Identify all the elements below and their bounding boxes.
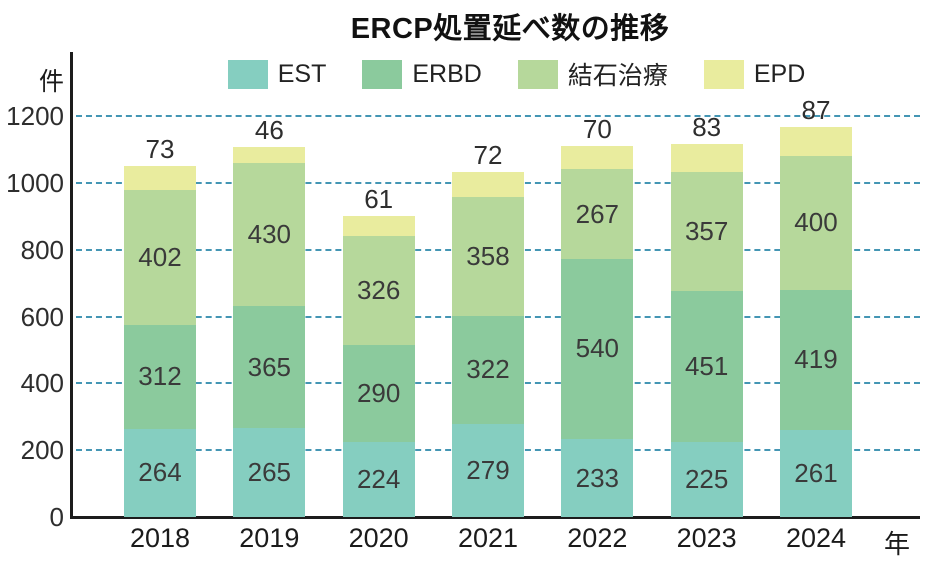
legend-label: 結石治療 xyxy=(567,62,668,90)
bar-top-label-EPD-2024: 87 xyxy=(801,95,831,126)
bar-segment-EST-2019: 265 xyxy=(233,428,306,517)
x-tick-label-2021: 2021 xyxy=(457,523,519,553)
y-tick-label: 400 xyxy=(20,368,64,399)
y-tick-label: 1000 xyxy=(6,167,64,198)
x-tick-label-2018: 2018 xyxy=(129,523,191,553)
bar-top-label-EPD-2021: 72 xyxy=(473,140,503,171)
legend-label: EST xyxy=(277,59,327,88)
bar-segment-EPD-2024 xyxy=(779,127,852,157)
legend-label: EPD xyxy=(753,59,806,88)
bar-segment-EPD-2018 xyxy=(124,165,196,191)
bar-segment-EST-2024: 261 xyxy=(779,429,852,517)
bar-top-label-EPD-2020: 61 xyxy=(364,183,394,214)
legend-item-1: ERBD xyxy=(362,59,482,89)
legend-swatch-icon xyxy=(703,59,744,89)
bar-segment-結石治療-2018: 402 xyxy=(124,190,196,325)
bar-segment-ERBD-2020: 290 xyxy=(342,345,415,443)
legend-item-3: EPD xyxy=(703,59,806,89)
bar-segment-ERBD-2024: 419 xyxy=(779,289,852,430)
bar-segment-ERBD-2019: 365 xyxy=(233,306,306,429)
gridline-1200 xyxy=(76,115,920,117)
x-tick-label-2022: 2022 xyxy=(567,523,628,553)
bar-segment-結石治療-2024: 400 xyxy=(779,156,852,290)
legend-swatch-icon xyxy=(227,59,268,89)
bar-top-label-EPD-2018: 73 xyxy=(145,133,175,164)
legend-label: ERBD xyxy=(412,59,482,88)
bar-segment-EPD-2022 xyxy=(561,146,634,170)
bar-segment-結石治療-2020: 326 xyxy=(342,236,415,346)
bar-segment-ERBD-2018: 312 xyxy=(124,324,196,429)
y-tick-label: 600 xyxy=(20,301,64,332)
bar-segment-ERBD-2021: 322 xyxy=(451,316,524,424)
y-tick-label: 200 xyxy=(20,435,64,466)
bar-segment-EST-2023: 225 xyxy=(670,441,743,517)
bar-top-label-EPD-2023: 83 xyxy=(692,112,722,143)
y-tick-label: 800 xyxy=(20,234,64,265)
x-axis-unit-label: 年 xyxy=(883,529,910,559)
x-tick-label-2023: 2023 xyxy=(676,523,737,553)
chart-title: ERCP処置延べ数の推移 xyxy=(350,13,670,45)
x-axis-line xyxy=(70,516,920,519)
bar-segment-EST-2018: 264 xyxy=(124,428,196,517)
bar-segment-EPD-2023 xyxy=(670,144,743,172)
y-tick-label: 1200 xyxy=(6,101,64,131)
bar-segment-ERBD-2022: 540 xyxy=(561,258,634,440)
bar-segment-結石治療-2022: 267 xyxy=(561,169,634,259)
x-tick-label-2024: 2024 xyxy=(785,523,847,553)
x-tick-label-2020: 2020 xyxy=(348,523,409,553)
bar-segment-ERBD-2023: 451 xyxy=(670,291,743,442)
x-tick-label-2019: 2019 xyxy=(239,523,300,553)
bar-segment-EST-2020: 224 xyxy=(342,442,415,517)
bar-segment-結石治療-2021: 358 xyxy=(451,196,524,317)
legend-swatch-icon xyxy=(362,59,403,89)
bar-segment-EPD-2021 xyxy=(451,172,524,197)
legend-swatch-icon xyxy=(517,59,558,89)
bar-top-label-EPD-2019: 46 xyxy=(254,115,284,146)
bar-segment-EPD-2019 xyxy=(233,147,306,163)
bar-segment-EPD-2020 xyxy=(342,215,415,237)
legend-item-0: EST xyxy=(227,59,327,89)
legend: EST ERBD 結石治療 EPD xyxy=(73,56,920,92)
bar-segment-結石治療-2019: 430 xyxy=(233,162,306,307)
bar-segment-EST-2021: 279 xyxy=(451,423,524,517)
legend-item-2: 結石治療 xyxy=(517,56,668,92)
bar-segment-EST-2022: 233 xyxy=(561,439,634,517)
y-tick-label: 0 xyxy=(49,502,64,532)
bar-top-label-EPD-2022: 70 xyxy=(582,114,612,145)
bar-segment-結石治療-2023: 357 xyxy=(670,171,743,292)
y-axis-unit-label: 件 xyxy=(38,68,64,96)
y-axis-line xyxy=(70,52,73,519)
